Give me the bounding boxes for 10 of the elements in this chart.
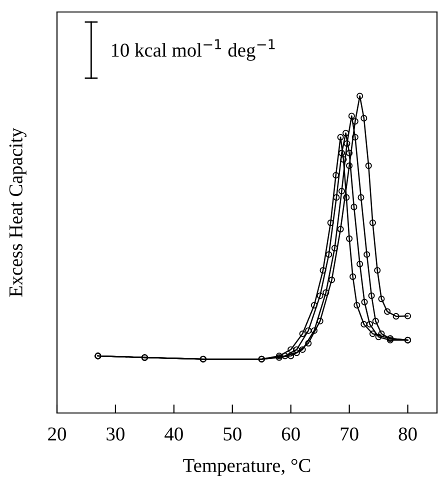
text: 10 kcal mol$^{−1}$ deg$^{−1}$ [112, 39, 275, 61]
x-tick-label: 50 [224, 427, 242, 441]
x-tick-label: 30 [106, 427, 124, 441]
x-tick-label: 80 [398, 427, 417, 441]
y-axis-title: Excess Heat Capacity [9, 128, 26, 297]
x-tick-label: 40 [164, 427, 183, 441]
x-tick-label: 70 [340, 427, 358, 441]
x-axis-title: Temperature, °C [183, 458, 310, 476]
x-tick-label: 20 [48, 427, 66, 441]
x-tick-label: 60 [282, 427, 300, 441]
